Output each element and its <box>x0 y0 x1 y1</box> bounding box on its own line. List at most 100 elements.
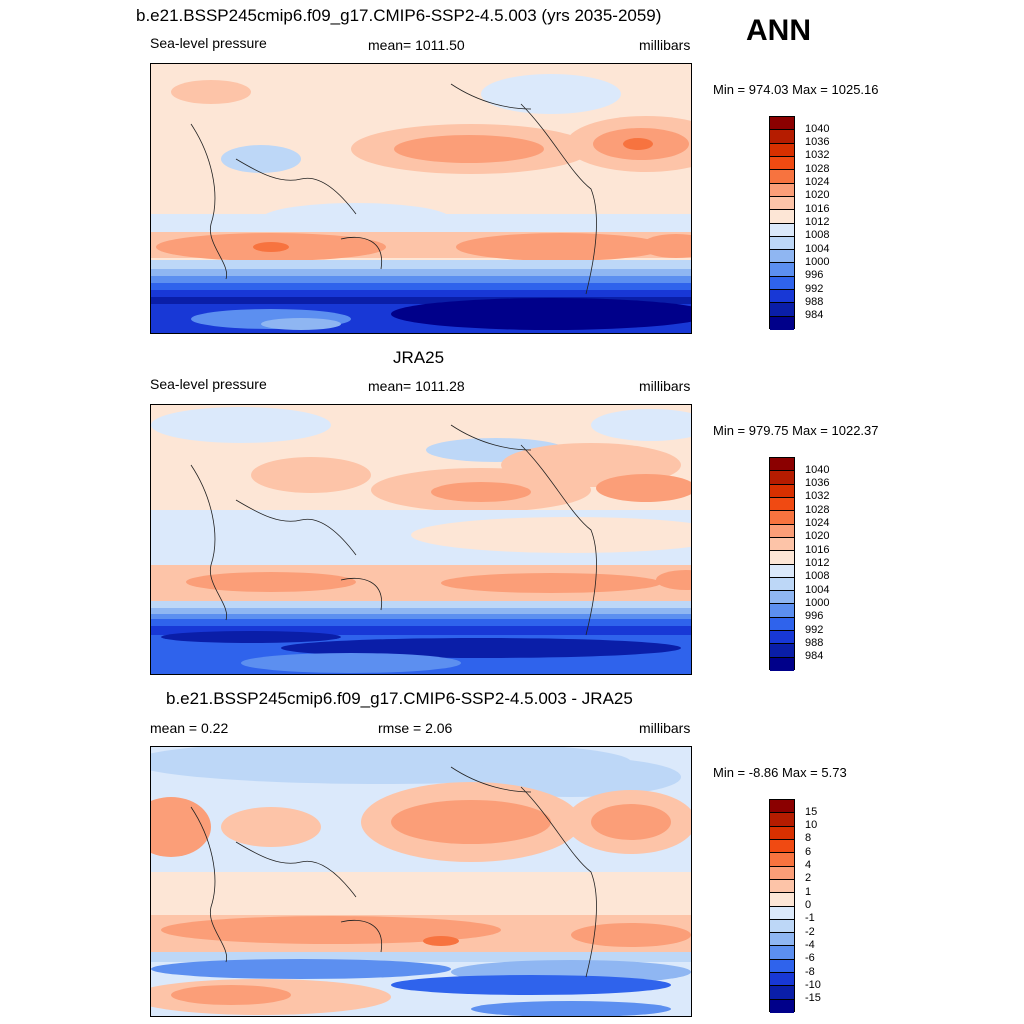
colorbar-swatch <box>770 290 794 304</box>
colorbar-label: 1000 <box>805 255 830 268</box>
colorbar-swatch <box>770 223 794 237</box>
colorbar-swatch <box>770 644 794 658</box>
colorbar-label: -8 <box>805 965 815 978</box>
colorbar-swatch <box>770 853 794 867</box>
colorbar-swatch <box>770 866 794 880</box>
colorbar-swatch <box>770 316 794 330</box>
panel-3-mean-label: mean = 0.22 <box>150 720 229 736</box>
colorbar-label: 996 <box>805 269 824 282</box>
colorbar-swatch <box>770 617 794 632</box>
colorbar-label: 992 <box>805 282 824 295</box>
colorbar-swatch <box>770 537 794 552</box>
colorbar-swatch <box>770 973 794 987</box>
colorbar-swatch <box>770 511 794 525</box>
colorbar-swatch <box>770 657 794 671</box>
panel-3-map <box>150 746 692 1017</box>
colorbar-swatch <box>770 946 794 960</box>
colorbar-swatch <box>770 497 794 512</box>
colorbar-label: 992 <box>805 623 824 636</box>
panel-1-title: b.e21.BSSP245cmip6.f09_g17.CMIP6-SSP2-4.… <box>136 6 662 25</box>
colorbar-label: 1036 <box>805 136 830 149</box>
colorbar-label: 1 <box>805 885 812 898</box>
colorbar-label: 1008 <box>805 229 830 242</box>
panel-3-minmax: Min = -8.86 Max = 5.73 <box>713 765 847 780</box>
panel-2-units-label: millibars <box>639 378 691 394</box>
colorbar-swatch <box>770 130 794 144</box>
colorbar-swatch <box>770 458 794 472</box>
colorbar-label: -2 <box>805 925 815 938</box>
colorbar-label: 1016 <box>805 202 830 215</box>
panel-1-map <box>150 63 692 334</box>
panel-2-map <box>150 404 692 675</box>
panel-2-left-label: Sea-level pressure <box>150 376 267 392</box>
colorbar-label: 1020 <box>805 530 830 543</box>
colorbar-swatch <box>770 986 794 1000</box>
colorbar-label: 1040 <box>805 463 830 476</box>
colorbar-label: 1004 <box>805 583 830 596</box>
colorbar-label: 1024 <box>805 517 830 530</box>
colorbar-label: -6 <box>805 952 815 965</box>
colorbar-swatch <box>770 919 794 934</box>
colorbar-swatch <box>770 210 794 224</box>
panel-1-colorbar <box>769 116 795 330</box>
colorbar-label: 1040 <box>805 122 830 135</box>
colorbar-label: 984 <box>805 650 824 663</box>
colorbar-swatch <box>770 551 794 565</box>
colorbar-label: 1032 <box>805 149 830 162</box>
colorbar-label: 996 <box>805 610 824 623</box>
panel-2-minmax: Min = 979.75 Max = 1022.37 <box>713 423 879 438</box>
colorbar-swatch <box>770 303 794 317</box>
panel-3-contour-field <box>151 747 691 1016</box>
panel-1-units-label: millibars <box>639 37 691 53</box>
colorbar-label: 8 <box>805 832 812 845</box>
colorbar-label: 1028 <box>805 503 830 516</box>
colorbar-swatch <box>770 484 794 498</box>
panel-2-mean-label: mean= 1011.28 <box>368 378 465 394</box>
colorbar-swatch <box>770 999 794 1013</box>
panel-1-contour-field <box>151 64 691 333</box>
panel-1-left-label: Sea-level pressure <box>150 35 267 51</box>
colorbar-label: 1036 <box>805 477 830 490</box>
colorbar-swatch <box>770 156 794 171</box>
colorbar-swatch <box>770 143 794 157</box>
colorbar-label: 1012 <box>805 557 830 569</box>
panel-3-title: b.e21.BSSP245cmip6.f09_g17.CMIP6-SSP2-4.… <box>166 689 633 708</box>
colorbar-swatch <box>770 577 794 592</box>
colorbar-label: 15 <box>805 805 818 818</box>
panel-2-contour-field <box>151 405 691 674</box>
colorbar-swatch <box>770 196 794 211</box>
colorbar-swatch <box>770 183 794 197</box>
colorbar-swatch <box>770 170 794 184</box>
colorbar-label: 1012 <box>805 216 830 228</box>
season-label: ANN <box>746 14 811 47</box>
panel-1-mean-label: mean= 1011.50 <box>368 37 465 53</box>
colorbar-swatch <box>770 236 794 251</box>
colorbar-label: 1020 <box>805 189 830 202</box>
panel-3-units-label: millibars <box>639 720 691 736</box>
panel-2-colorbar <box>769 457 795 671</box>
colorbar-swatch <box>770 879 794 894</box>
colorbar-label: 1004 <box>805 242 830 255</box>
colorbar-label: 1008 <box>805 570 830 583</box>
colorbar-label: 1016 <box>805 543 830 556</box>
colorbar-label: -15 <box>805 992 821 1005</box>
colorbar-label: 2 <box>805 872 812 885</box>
colorbar-swatch <box>770 826 794 840</box>
colorbar-swatch <box>770 564 794 578</box>
colorbar-label: 984 <box>805 309 824 322</box>
colorbar-label: -1 <box>805 912 815 925</box>
colorbar-swatch <box>770 524 794 538</box>
colorbar-swatch <box>770 471 794 485</box>
colorbar-swatch <box>770 631 794 645</box>
colorbar-label: 10 <box>805 819 818 832</box>
colorbar-label: -4 <box>805 938 815 951</box>
colorbar-swatch <box>770 933 794 947</box>
colorbar-swatch <box>770 839 794 854</box>
colorbar-swatch <box>770 117 794 131</box>
colorbar-label: 6 <box>805 845 812 858</box>
colorbar-swatch <box>770 813 794 827</box>
colorbar-label: -10 <box>805 978 821 991</box>
colorbar-swatch <box>770 959 794 974</box>
colorbar-label: 1032 <box>805 490 830 503</box>
colorbar-swatch <box>770 263 794 277</box>
